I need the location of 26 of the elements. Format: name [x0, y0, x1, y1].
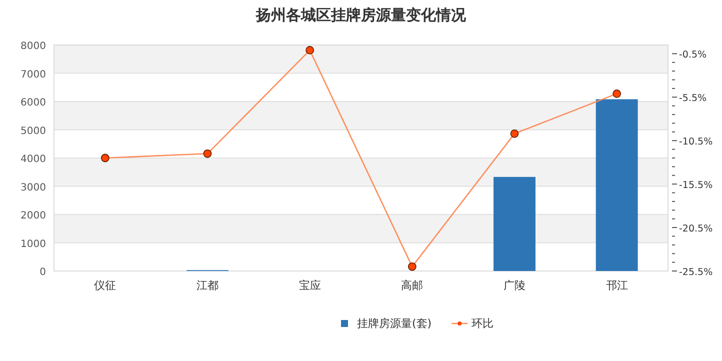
x-tick-label: 邗江 — [606, 279, 628, 292]
chart-title: 扬州各城区挂牌房源量变化情况 — [255, 6, 467, 24]
bar — [596, 99, 638, 271]
y-tick-label: 0 — [40, 267, 46, 278]
y2-tick-label: -15.5% — [679, 180, 713, 192]
y2-tick-label: -25.5% — [679, 267, 713, 278]
y-tick-label: 1000 — [20, 238, 46, 250]
x-tick-label: 仪征 — [94, 279, 116, 292]
y-tick-label: 6000 — [20, 98, 46, 108]
x-tick-label: 广陵 — [504, 279, 526, 292]
x-tick-label: 江都 — [196, 279, 218, 292]
y-tick-label: 4000 — [20, 154, 46, 165]
y-tick-label: 5000 — [20, 126, 46, 137]
y-tick-label: 3000 — [20, 182, 46, 194]
bar — [494, 176, 536, 271]
y2-tick-label: -5.5% — [679, 93, 707, 104]
y-tick-label: 7000 — [20, 69, 46, 80]
x-tick-label: 高邮 — [401, 279, 424, 292]
y2-tick-label: -10.5% — [679, 136, 713, 148]
x-tick-label: 宝应 — [298, 279, 321, 292]
y2-tick-label: -20.5% — [679, 224, 713, 235]
y-tick-label: 2000 — [20, 210, 46, 222]
legend-label: 环比 — [472, 317, 494, 330]
legend-label: 挂牌房源量(套) — [357, 317, 432, 330]
y-tick-label: 8000 — [20, 41, 46, 52]
y2-tick-label: -0.5% — [679, 50, 707, 61]
